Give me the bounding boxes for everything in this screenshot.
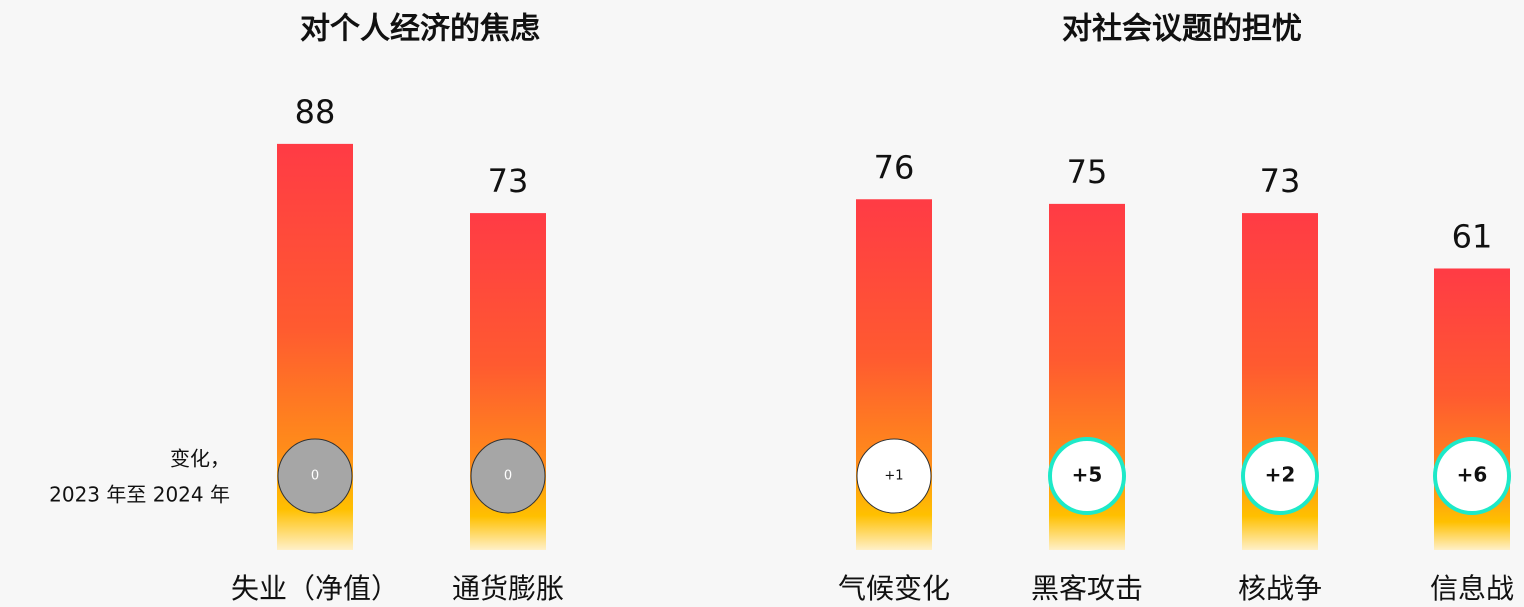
category-label: 信息战 <box>1430 572 1514 605</box>
category-label: 失业（净值） <box>231 572 399 605</box>
annotation: 2023 年至 2024 年 <box>49 483 230 507</box>
change-label: +1 <box>884 469 903 484</box>
chart-title: 对个人经济的焦虑 <box>300 12 540 47</box>
change-label: 0 <box>504 469 512 484</box>
category-label: 气候变化 <box>838 572 950 605</box>
category-label: 黑客攻击 <box>1031 572 1143 605</box>
category-label: 通货膨胀 <box>452 572 564 605</box>
annotation: 变化， <box>170 447 230 471</box>
value-label: 75 <box>1067 153 1108 191</box>
change-label: +5 <box>1072 463 1103 487</box>
change-label: +2 <box>1265 463 1296 487</box>
change-badge <box>856 438 932 514</box>
change-label: 0 <box>311 469 319 484</box>
category-label: 核战争 <box>1238 572 1322 605</box>
change-badge <box>470 438 546 514</box>
change-badge <box>277 438 353 514</box>
change-badge <box>1048 437 1126 515</box>
change-badge <box>1433 437 1511 515</box>
value-label: 88 <box>295 93 336 131</box>
value-label: 76 <box>874 148 915 186</box>
change-badge <box>1241 437 1319 515</box>
change-label: +6 <box>1457 463 1488 487</box>
value-label: 73 <box>488 162 529 200</box>
value-label: 61 <box>1452 217 1493 255</box>
value-label: 73 <box>1260 162 1301 200</box>
chart-title: 对社会议题的担忧 <box>1062 12 1302 47</box>
